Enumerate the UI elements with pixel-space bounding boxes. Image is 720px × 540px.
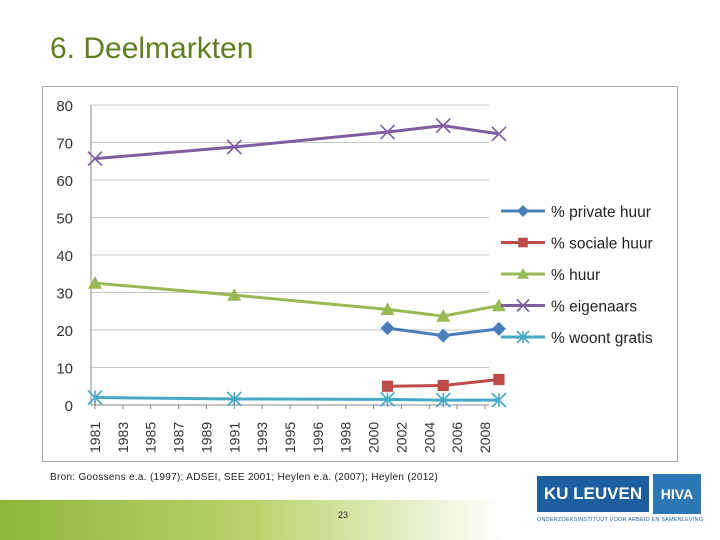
page-title: 6. Deelmarkten: [50, 32, 254, 65]
x-tick-label: 1981: [87, 422, 103, 453]
y-tick-label: 80: [56, 98, 73, 115]
data-point: [491, 321, 506, 336]
x-tick-label: 1996: [310, 422, 326, 453]
legend-label: % private huur: [551, 204, 651, 221]
data-point-stroke: [435, 118, 451, 134]
x-tick-label: 1987: [171, 422, 187, 453]
chart-frame: 0 10 20 30 40 50 60 70 80 1981 1983 1985 1987 1989 199…: [42, 86, 678, 462]
data-point-stroke: [491, 126, 507, 142]
data-point-stroke: [87, 151, 103, 167]
x-tick-label: 1985: [143, 422, 159, 453]
y-tick-label: 40: [56, 248, 73, 265]
y-tick-label: 60: [56, 173, 73, 190]
x-tick-label: 2000: [366, 422, 382, 453]
legend-label: % sociale huur: [551, 236, 653, 253]
data-point: [437, 379, 449, 392]
data-point-stroke: [379, 124, 396, 140]
data-point: [493, 373, 505, 386]
y-tick-label: 10: [56, 361, 73, 378]
page-number: 23: [338, 510, 349, 520]
data-point: [517, 205, 529, 217]
data-point: [380, 321, 395, 336]
data-point: [518, 237, 528, 248]
x-tick-label: 1989: [198, 422, 214, 453]
logo-main: KU LEUVEN: [535, 474, 651, 514]
source-note: Bron: Goossens e.a. (1997); ADSEI, SEE 2…: [50, 472, 439, 483]
legend-label: % huur: [551, 267, 600, 284]
x-tick-label: 1993: [254, 422, 270, 453]
data-point-stroke: [226, 139, 242, 155]
x-tick-label: 1998: [338, 422, 354, 453]
x-tick-label: 2004: [421, 422, 437, 453]
data-point: [381, 380, 394, 392]
legend-label: % eigenaars: [551, 299, 637, 316]
y-tick-label: 70: [56, 136, 73, 153]
data-point: [436, 309, 451, 322]
logo-subtitle: ONDERZOEKSINSTITUUT VOOR ARBEID EN SAMEN…: [537, 517, 704, 523]
ku-leuven-logo: KU LEUVEN HIVA: [535, 474, 701, 514]
y-tick-label: 0: [65, 398, 73, 415]
y-tick-label: 20: [56, 323, 73, 340]
logo-side: HIVA: [653, 474, 701, 514]
line-chart: 0 10 20 30 40 50 60 70 80 1981 1983 1985 1987 1989 199…: [56, 98, 653, 453]
data-point: [491, 298, 506, 312]
data-point: [380, 302, 395, 315]
data-point: [88, 276, 102, 289]
x-tick-label: 2008: [477, 422, 493, 453]
legend-label: % woont gratis: [551, 330, 653, 347]
y-tick-label: 30: [56, 286, 73, 303]
series-line: [94, 281, 500, 318]
x-tick-label: 1983: [115, 422, 131, 453]
y-tick-label: 50: [56, 211, 73, 228]
x-tick-label: 1995: [282, 422, 298, 453]
data-point: [517, 268, 529, 279]
data-point: [227, 288, 242, 301]
data-point-stroke: [516, 298, 530, 313]
series-line: [94, 396, 499, 402]
data-point: [436, 328, 451, 343]
x-tick-label: 2002: [393, 422, 409, 453]
x-tick-label: 2006: [449, 422, 465, 453]
x-tick-label: 1991: [226, 422, 242, 453]
